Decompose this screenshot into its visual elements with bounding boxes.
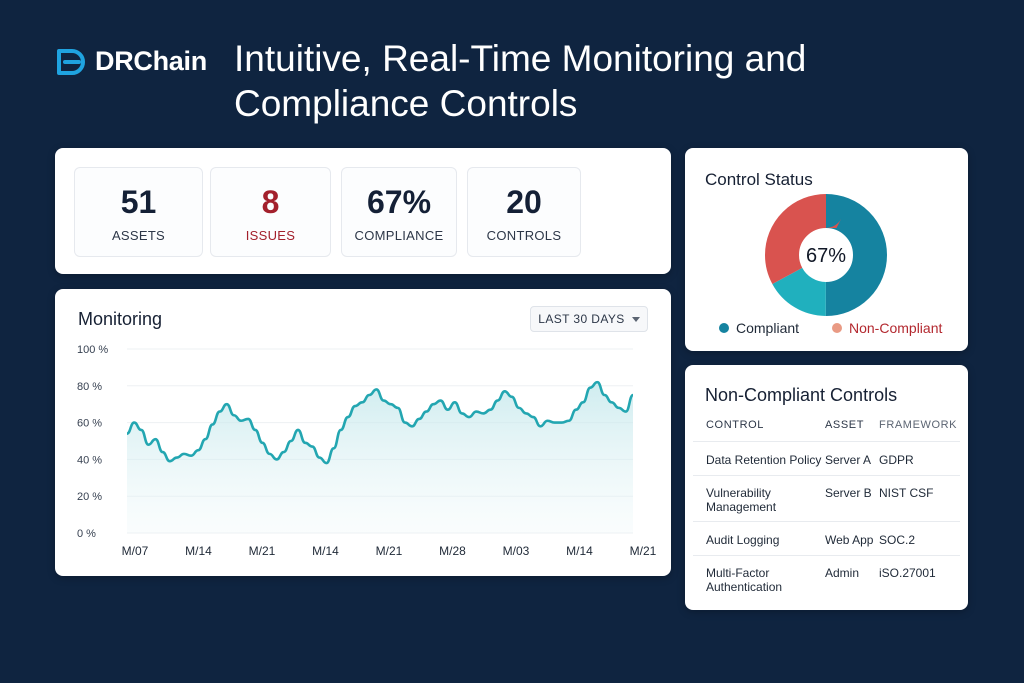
caret-down-icon [631,316,640,322]
kpi-issues-label: ISSUES [245,228,296,243]
kpi-controls-label: CONTROLS [486,228,562,243]
legend-non-compliant-label: Non-Compliant [849,320,943,336]
kpi-controls-value: 20 [506,184,542,220]
headline-line-1: Intuitive, Real-Time Monitoring and [234,38,807,79]
table-row[interactable]: Audit Logging Web App SOC.2 [693,521,960,556]
y-tick-label: 20 % [77,491,102,503]
donut-hole [800,229,852,281]
kpi-assets[interactable]: 51 ASSETS [74,167,203,257]
column-header-framework[interactable]: FRAMEWORK [879,419,958,431]
series-line [126,380,634,465]
cell-control-line-1: Multi-Factor [706,566,770,580]
donut-center-label: 67% [806,245,846,267]
kpi-compliance[interactable]: 67% COMPLIANCE [341,167,457,257]
table-row[interactable]: Vulnerability Management Server B NIST C… [693,475,960,522]
cell-control-line-2: Management [706,500,777,514]
cell-asset: Web App [825,533,874,547]
y-tick-label: 0 % [77,528,96,540]
non-compliant-controls-card: Non-Compliant Controls CONTROL ASSET FRA… [685,365,968,610]
monitoring-card: Monitoring LAST 30 DAYS 100 % 80 % 60 % 40 … [55,289,671,576]
cell-control: Multi-Factor Authentication [706,566,782,594]
column-header-asset[interactable]: ASSET [825,419,865,431]
date-range-dropdown[interactable]: LAST 30 DAYS [530,306,648,332]
x-tick-label: M/14 [566,544,593,558]
kpi-assets-value: 51 [120,184,157,220]
y-tick-label: 40 % [77,454,102,466]
monitoring-line-chart: 100 % 80 % 60 % 40 % 20 % 0 % M/07 M/14 M/21 M/14… [77,344,657,558]
legend-non-compliant: Non-Compliant [832,320,942,336]
cell-framework: GDPR [879,453,914,467]
column-header-control[interactable]: CONTROL [706,419,764,431]
page-headline: Intuitive, Real-Time Monitoring and Comp… [234,36,954,126]
cell-control: Audit Logging [706,533,780,547]
x-tick-label: M/07 [122,544,149,558]
cell-asset: Admin [825,566,860,580]
x-tick-label: M/14 [185,544,212,558]
cell-framework: iSO.27001 [879,566,936,580]
kpi-compliance-label: COMPLIANCE [354,228,444,243]
series-area [127,382,633,533]
legend-dot-compliant [719,323,729,333]
x-tick-label: M/14 [312,544,339,558]
y-tick-label: 80 % [77,381,102,393]
brand-name: DRChain [95,46,207,76]
x-tick-label: M/21 [376,544,403,558]
x-tick-label: M/28 [439,544,466,558]
date-range-label: LAST 30 DAYS [538,312,625,326]
x-tick-label: M/03 [503,544,530,558]
cell-asset: Server B [825,486,872,500]
monitoring-title: Monitoring [78,309,163,329]
kpi-issues-value: 8 [261,184,280,220]
table-row[interactable]: Multi-Factor Authentication Admin iSO.27… [693,555,960,602]
legend-compliant: Compliant [719,320,799,336]
headline-line-2: Compliance Controls [234,83,578,124]
kpi-compliance-value: 67% [366,184,432,220]
y-tick-label: 100 % [77,344,108,356]
x-tick-label: M/21 [630,544,657,558]
kpi-summary-card: 51 ASSETS 8 ISSUES 67% COMPLIANCE 20 CON… [55,148,671,274]
cell-framework: SOC.2 [879,533,916,547]
non-compliant-title: Non-Compliant Controls [705,385,898,405]
cell-control-line-1: Vulnerability [706,486,771,500]
control-status-donut: 67% [765,194,887,316]
kpi-issues[interactable]: 8 ISSUES [210,167,331,257]
donut-slice-non-compliant[interactable] [765,194,887,316]
table-row[interactable]: Data Retention Policy Server A GDPR [693,441,960,476]
cell-framework: NIST CSF [879,486,934,500]
cell-control: Vulnerability Management [706,486,776,514]
legend-compliant-label: Compliant [736,320,800,336]
cell-control-line-2: Authentication [706,580,783,594]
brand-logo[interactable]: DRChain [55,46,207,77]
chain-logo-icon [57,48,85,75]
kpi-controls[interactable]: 20 CONTROLS [467,167,581,257]
legend-dot-non-compliant [832,323,842,333]
kpi-assets-label: ASSETS [111,228,166,243]
x-tick-label: M/21 [249,544,276,558]
control-status-title: Control Status [705,170,813,189]
cell-asset: Server A [825,453,872,467]
control-status-card: Control Status 67% Compliant Non-Complia… [685,148,968,351]
y-tick-label: 60 % [77,418,102,430]
cell-control: Data Retention Policy [706,453,822,467]
